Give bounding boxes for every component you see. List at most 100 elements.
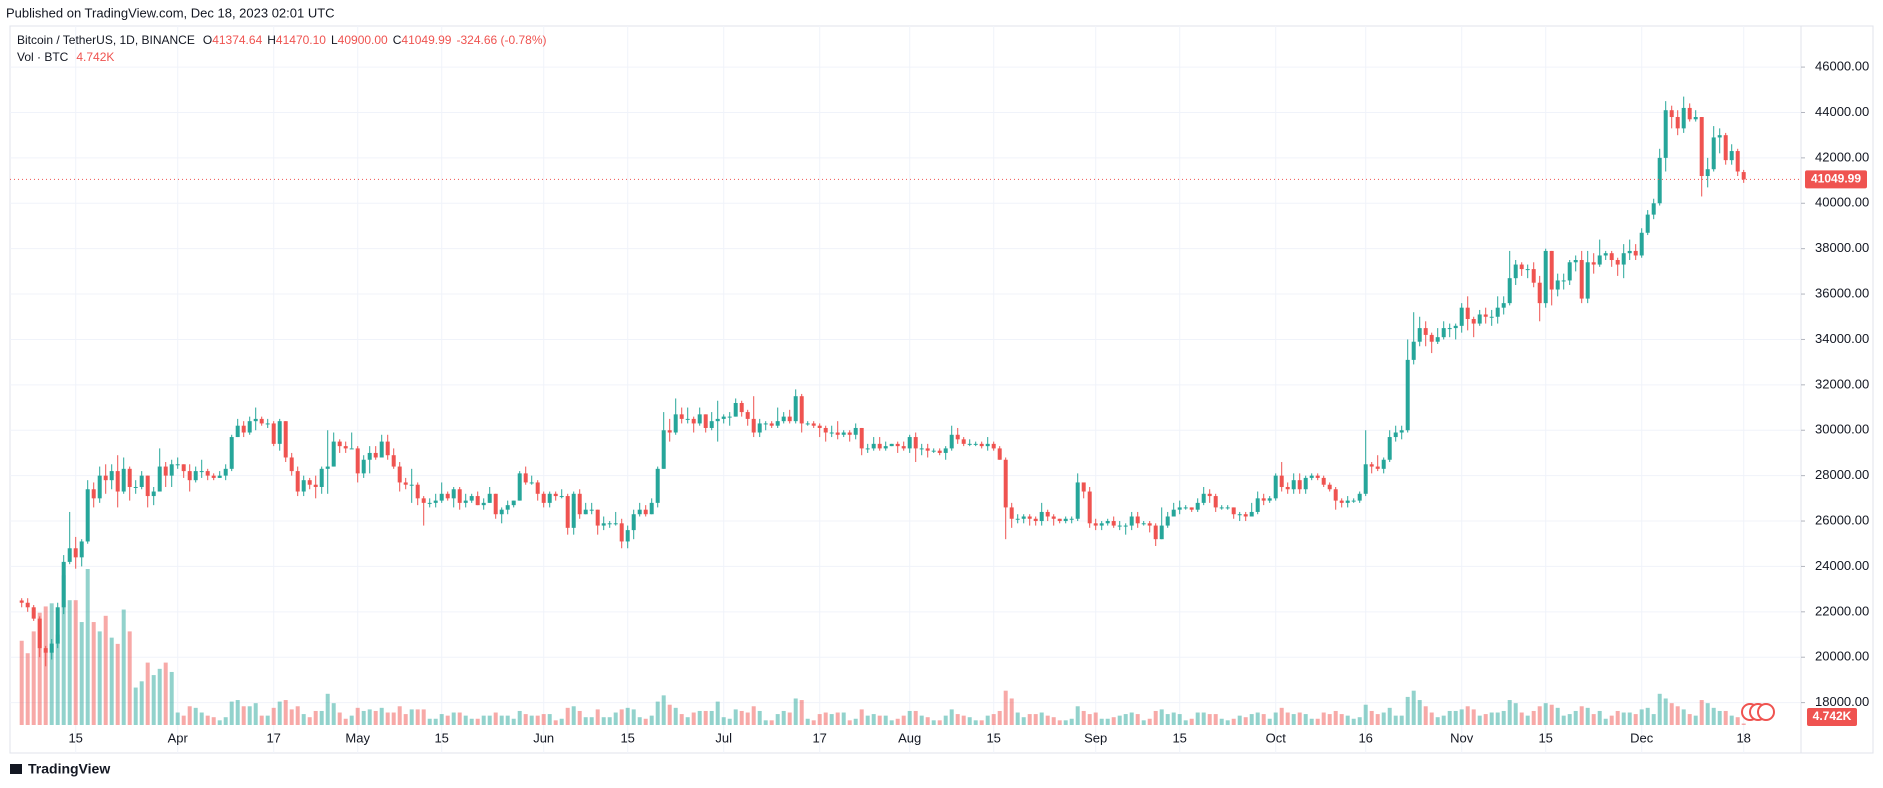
volume-bar [1717,710,1722,725]
candle-body [847,432,852,435]
volume-bar [1339,714,1344,725]
candle-body [817,425,822,428]
volume-bar [115,643,120,725]
volume-bar [721,717,726,725]
volume-bar [439,714,444,725]
candle-body [295,471,300,492]
candle-body [709,421,714,428]
candle-body [1471,319,1476,324]
ohlc-value: 41470.10 [276,33,326,47]
candle-body [1381,459,1386,469]
last-price-tag [1805,170,1867,189]
candle-body [511,500,516,506]
candle-body [685,418,690,420]
candle-body [1417,328,1422,342]
candle-body [1675,117,1680,129]
x-tick-label: 15 [620,730,634,745]
candle-body [1723,135,1728,161]
volume-bar [673,707,678,725]
candle-body [1483,314,1488,317]
volume-bar [1705,703,1710,725]
candle-body [1699,117,1704,177]
volume-bar [583,717,588,725]
volume-bar [1051,717,1056,725]
candle-body [247,421,252,433]
volume-bar [787,712,792,725]
candle-body [385,441,390,456]
candle-body [169,464,174,476]
candle-body [79,541,84,558]
volume-bar [1561,715,1566,725]
volume-bar [397,706,402,725]
volume-tag-label: 4.742K [1813,709,1852,723]
candle-body [19,600,24,603]
candle-body [823,427,828,433]
volume-bar [1495,712,1500,725]
candle-body [1285,486,1290,490]
x-tick-label: 17 [266,730,280,745]
candle-body [1735,151,1740,172]
volume-bar [427,718,432,725]
candle-body [973,443,978,445]
volume-name: Vol · BTC [17,50,69,64]
volume-bar [67,600,72,725]
candle-body [1537,282,1542,304]
candle-body [133,486,138,488]
candle-body [457,489,462,503]
candle-body [901,446,906,449]
volume-bar [247,706,252,725]
candle-body [409,484,414,486]
candle-body [1333,489,1338,501]
candle-body [49,643,54,653]
volume-bar [1729,715,1734,725]
volume-bar [445,715,450,725]
volume-bar [169,671,174,725]
volume-bar [901,715,906,725]
volume-bar [1471,709,1476,725]
candle-body [1129,516,1134,526]
legend-line: Vol · BTC 4.742K [17,50,114,64]
volume-bar [991,714,996,725]
candle-body [553,493,558,497]
volume-bar [895,718,900,725]
candle-body [1165,516,1170,526]
ohlc-prefix: C [393,33,402,47]
candle-body [481,502,486,506]
volume-bar [511,718,516,725]
candle-body [1405,359,1410,431]
volume-bar [751,706,756,725]
volume-bar [55,634,60,725]
volume-bar [277,701,282,725]
volume-bar [1009,698,1014,725]
volume-bar [1117,715,1122,725]
volume-bar [19,640,24,725]
volume-bar [691,712,696,725]
candle-body [607,523,612,525]
logo-mark [10,764,22,774]
brand-logo[interactable]: TradingView [10,761,110,777]
candle-body [517,473,522,501]
candle-body [979,443,984,447]
candle-body [217,475,222,478]
volume-bar [781,710,786,725]
volume-bar [1711,707,1716,725]
candle-body [1345,500,1350,503]
candle-body [865,448,870,450]
candle-body [1351,500,1356,502]
candle-body [109,471,114,481]
candle-body [1117,525,1122,527]
candle-body [151,491,156,497]
volume-bar [625,707,630,725]
candle-body [829,432,834,434]
candle-body [361,459,366,474]
volume-bar [739,710,744,725]
candle-body [259,418,264,424]
ohlc-prefix: H [267,33,276,47]
volume-bar [1453,710,1458,725]
candle-body [1063,518,1068,522]
volume-bar [343,718,348,725]
candle-body [271,423,276,444]
event-icon[interactable] [1757,703,1775,721]
volume-bar [559,718,564,725]
